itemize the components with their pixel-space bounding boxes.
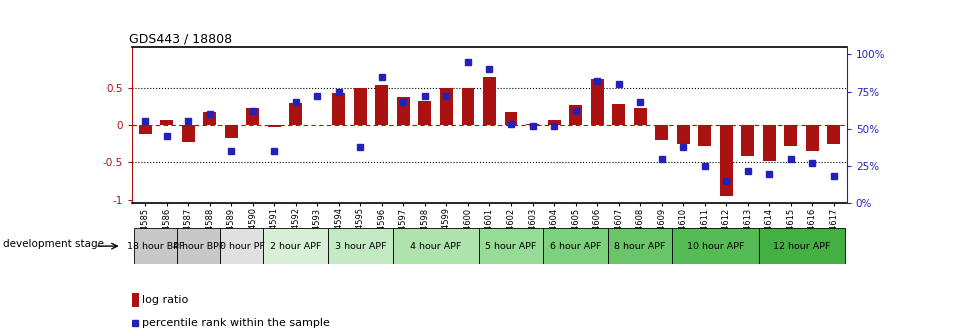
Text: 4 hour BPF: 4 hour BPF (173, 242, 224, 251)
Bar (676, 125, 689, 144)
Bar (719, 125, 732, 196)
Bar (225, 125, 238, 138)
Bar (697, 125, 710, 146)
Text: 0 hour PF: 0 hour PF (219, 242, 264, 251)
Bar (134, 228, 177, 264)
Bar (740, 125, 753, 157)
Bar (220, 228, 263, 264)
Bar (418, 101, 431, 125)
Bar (439, 88, 453, 125)
Bar (805, 125, 818, 151)
Bar (826, 125, 839, 144)
Bar (246, 108, 259, 125)
Bar (633, 108, 646, 125)
Text: 4 hour APF: 4 hour APF (410, 242, 461, 251)
Bar (543, 228, 607, 264)
Bar (607, 228, 672, 264)
Text: log ratio: log ratio (142, 295, 188, 305)
Bar (139, 125, 152, 134)
Bar (672, 228, 758, 264)
Text: 3 hour APF: 3 hour APF (334, 242, 385, 251)
Bar (268, 125, 281, 127)
Bar (590, 79, 603, 125)
Text: development stage: development stage (3, 239, 104, 249)
Text: 5 hour APF: 5 hour APF (485, 242, 536, 251)
Bar (547, 120, 560, 125)
Bar (203, 112, 216, 125)
Bar (482, 77, 496, 125)
Bar (289, 103, 302, 125)
Text: 8 hour APF: 8 hour APF (614, 242, 665, 251)
Bar (353, 88, 367, 125)
Bar (375, 85, 388, 125)
Text: 12 hour APF: 12 hour APF (773, 242, 829, 251)
Text: 18 hour BPF: 18 hour BPF (127, 242, 184, 251)
Bar (177, 228, 220, 264)
Bar (392, 228, 478, 264)
Bar (461, 88, 474, 125)
Bar (504, 112, 517, 125)
Bar (762, 125, 775, 161)
Bar (568, 105, 582, 125)
Bar (396, 97, 410, 125)
Text: 10 hour APF: 10 hour APF (687, 242, 743, 251)
Text: 6 hour APF: 6 hour APF (550, 242, 600, 251)
Text: percentile rank within the sample: percentile rank within the sample (142, 318, 330, 328)
Text: 2 hour APF: 2 hour APF (270, 242, 321, 251)
Text: GDS443 / 18808: GDS443 / 18808 (128, 33, 232, 46)
Bar (160, 120, 173, 125)
Bar (182, 125, 195, 141)
Bar (328, 228, 392, 264)
Bar (263, 228, 328, 264)
Bar (478, 228, 543, 264)
Bar (783, 125, 796, 146)
Bar (132, 293, 139, 307)
Bar (758, 228, 844, 264)
Bar (332, 93, 345, 125)
Bar (654, 125, 667, 140)
Bar (525, 124, 539, 125)
Bar (611, 104, 625, 125)
